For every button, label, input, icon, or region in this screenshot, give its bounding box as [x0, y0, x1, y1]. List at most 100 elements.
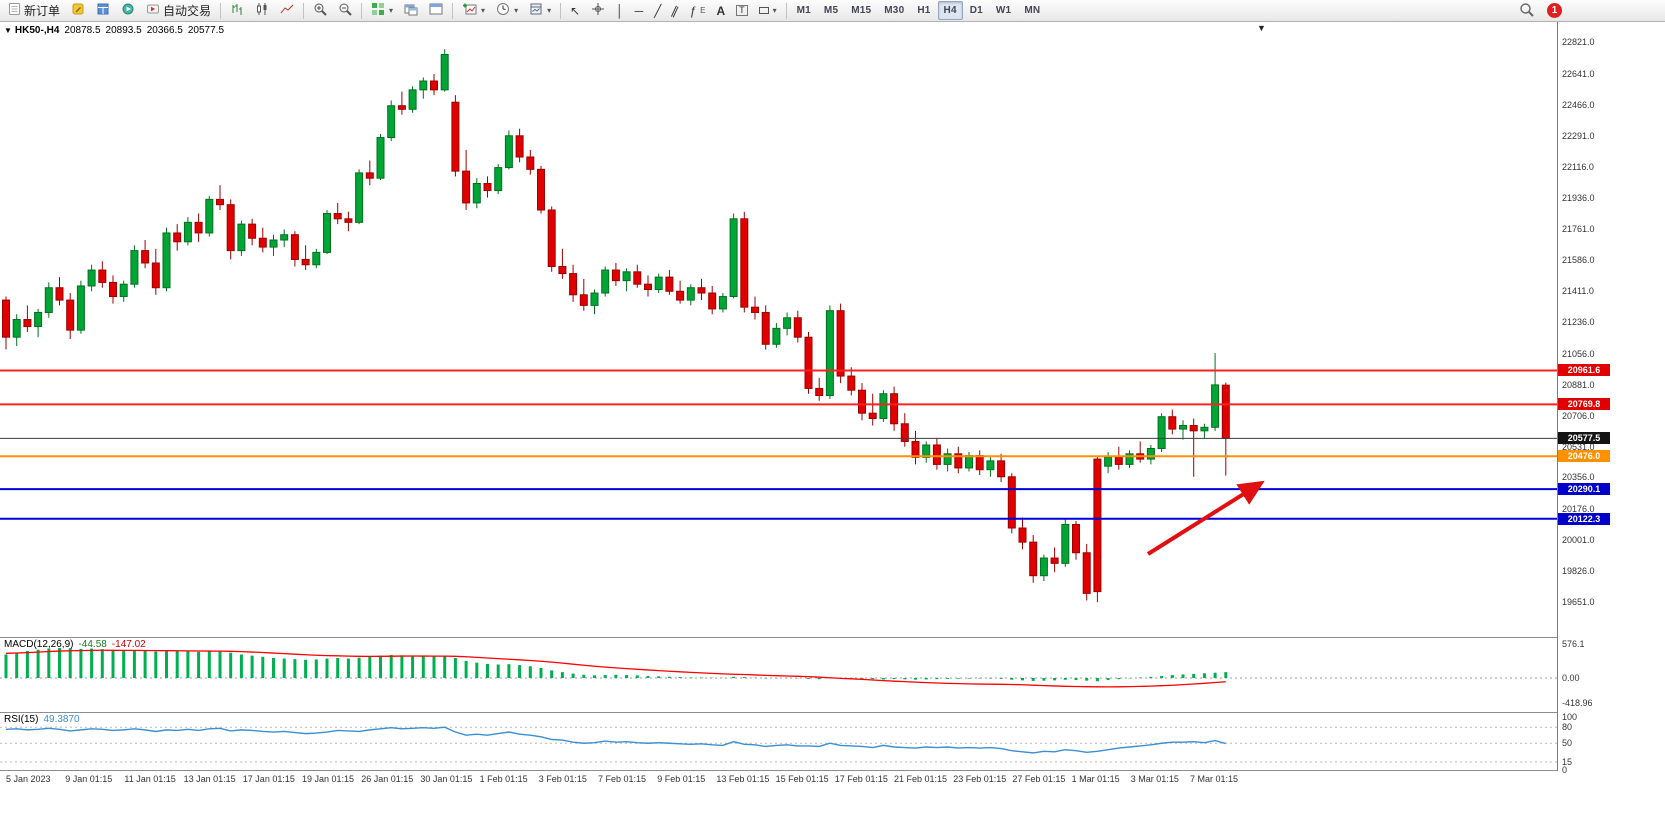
- candle: [622, 271, 631, 282]
- template-icon: [529, 2, 543, 19]
- time-axis-label: 19 Jan 01:15: [302, 774, 355, 784]
- rsi-panel-separator[interactable]: [0, 712, 1665, 713]
- channel-button[interactable]: ∥: [667, 1, 683, 20]
- candle: [547, 209, 556, 268]
- new-order-button[interactable]: 新订单: [3, 1, 65, 20]
- candle: [1093, 458, 1102, 593]
- horizontal-line-icon: ─: [634, 3, 644, 18]
- candle: [932, 444, 941, 465]
- new-chart-button[interactable]: ▾: [457, 1, 490, 20]
- tf-button-d1[interactable]: D1: [964, 1, 989, 20]
- candle: [569, 273, 578, 296]
- price-axis-label: 19651.0: [1562, 597, 1595, 608]
- chevron-down-icon: ▾: [547, 6, 552, 15]
- template-button[interactable]: ▾: [524, 1, 556, 20]
- strategy-tester-button[interactable]: [116, 1, 140, 20]
- ohlc-close: 20577.5: [187, 25, 225, 36]
- toolbar-separator: [361, 2, 363, 19]
- tile-windows-button[interactable]: ▾: [366, 1, 398, 20]
- candle: [751, 306, 759, 313]
- notification-badge[interactable]: 1: [1547, 3, 1562, 18]
- candle: [708, 292, 717, 310]
- metaeditor-button[interactable]: [66, 1, 90, 20]
- candle: [665, 276, 674, 292]
- candle: [1082, 552, 1091, 594]
- candle: [1007, 476, 1016, 529]
- price-tag-20961.6: 20961.6: [1558, 364, 1610, 377]
- vertical-line-button[interactable]: │: [611, 1, 629, 20]
- candle: [1039, 557, 1048, 577]
- time-axis-label: 21 Feb 01:15: [894, 774, 948, 784]
- macd-canvas[interactable]: [0, 638, 1557, 712]
- price-axis-label: 20356.0: [1562, 472, 1595, 483]
- candlestick-chart-icon: [255, 2, 269, 19]
- horizontal-line-button[interactable]: ─: [630, 1, 649, 20]
- shapes-button[interactable]: ▾: [754, 1, 782, 20]
- ohlc-high: 20893.5: [105, 25, 142, 36]
- candle: [858, 389, 866, 414]
- symbol-period-label: HK50-,H4: [14, 25, 60, 36]
- rsi-canvas[interactable]: [0, 713, 1557, 770]
- zoom-out-button[interactable]: [333, 1, 357, 20]
- candle: [23, 319, 32, 328]
- line-chart-button[interactable]: [275, 1, 299, 20]
- candle: [783, 317, 792, 329]
- candle: [686, 287, 695, 301]
- price-axis-label: 20176.0: [1562, 504, 1595, 515]
- candle: [1125, 453, 1134, 465]
- time-axis-label: 17 Jan 01:15: [242, 774, 295, 784]
- tf-button-w1[interactable]: W1: [990, 1, 1017, 20]
- tf-button-mn[interactable]: MN: [1018, 1, 1046, 20]
- candle: [248, 223, 257, 239]
- tf-button-m30[interactable]: M30: [878, 1, 910, 20]
- zoom-in-button[interactable]: [308, 1, 332, 20]
- tf-button-m1[interactable]: M1: [791, 1, 817, 20]
- time-axis-label: 11 Jan 01:15: [124, 774, 176, 784]
- candle: [1114, 456, 1123, 465]
- data-window-button[interactable]: [91, 1, 115, 20]
- price-tag-20290.1: 20290.1: [1558, 483, 1610, 496]
- candle: [815, 387, 824, 396]
- candle: [258, 237, 267, 248]
- trendline-button[interactable]: ╱: [649, 1, 666, 20]
- arrange-windows-button[interactable]: [424, 1, 448, 20]
- time-axis-label: 7 Feb 01:15: [598, 774, 647, 784]
- cursor-button[interactable]: ↖: [565, 1, 585, 20]
- one-click-trading-toggle-icon[interactable]: ▼: [4, 26, 12, 35]
- time-axis-label: 23 Feb 01:15: [953, 774, 1007, 784]
- crosshair-icon: [591, 2, 605, 19]
- auto-trading-button[interactable]: 自动交易: [141, 1, 216, 20]
- tf-button-m15[interactable]: M15: [845, 1, 877, 20]
- macd-panel-separator[interactable]: [0, 637, 1665, 638]
- period-button[interactable]: ▾: [491, 1, 523, 20]
- tf-button-h1[interactable]: H1: [911, 1, 936, 20]
- candlestick-chart-button[interactable]: [250, 1, 274, 20]
- price-tag-20122.3: 20122.3: [1558, 512, 1610, 525]
- candle: [558, 266, 567, 275]
- candle: [301, 258, 310, 266]
- candle: [729, 218, 738, 298]
- bar-chart-button[interactable]: [225, 1, 249, 20]
- price-axis[interactable]: 22821.0 22641.0 22466.0 22291.0 22116.0 21936…: [1557, 22, 1665, 775]
- candle: [772, 327, 781, 345]
- candle: [183, 221, 192, 243]
- annotation-arrow[interactable]: [1146, 480, 1265, 556]
- time-axis-label: 13 Feb 01:15: [716, 774, 770, 784]
- time-axis[interactable]: 5 Jan 2023 9 Jan 01:15 11 Jan 01:15 13 Jan …: [0, 772, 1557, 788]
- tf-button-m5[interactable]: M5: [818, 1, 844, 20]
- crosshair-button[interactable]: [586, 1, 610, 20]
- candle: [836, 310, 845, 377]
- time-axis-label: 27 Feb 01:15: [1012, 774, 1066, 784]
- tf-button-h4[interactable]: H4: [937, 1, 963, 20]
- candle: [205, 198, 214, 234]
- candle: [1157, 416, 1166, 450]
- cascade-windows-button[interactable]: [399, 1, 423, 20]
- candle: [173, 232, 182, 243]
- search-button[interactable]: [1514, 1, 1539, 20]
- candle: [1050, 557, 1059, 564]
- text-button[interactable]: A: [711, 1, 730, 20]
- main-chart-canvas[interactable]: [0, 22, 1557, 638]
- time-axis-label: 9 Feb 01:15: [657, 774, 706, 784]
- text-label-button[interactable]: T: [731, 1, 753, 20]
